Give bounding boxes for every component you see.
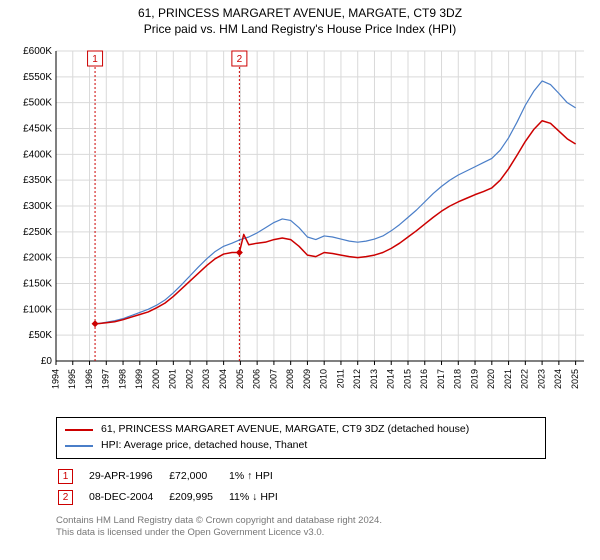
svg-text:2011: 2011 [335,369,345,388]
line-chart-svg: £0 £50K £100K £150K £200K £250K £300K £350K £400… [10,41,590,411]
svg-text:1997: 1997 [101,369,111,389]
legend-box: 61, PRINCESS MARGARET AVENUE, MARGATE, C… [56,417,546,459]
svg-text:£0: £0 [41,356,53,367]
transaction-date: 08-DEC-2004 [89,488,167,507]
svg-text:1996: 1996 [84,369,94,389]
svg-text:2003: 2003 [201,369,211,389]
svg-text:2007: 2007 [268,369,278,389]
svg-text:2005: 2005 [235,369,245,389]
svg-text:2006: 2006 [252,369,262,389]
footer-line-1: Contains HM Land Registry data © Crown c… [56,515,590,527]
transaction-row: 1 29-APR-1996£72,0001% ↑ HPI [58,467,292,486]
svg-text:2004: 2004 [218,369,228,389]
svg-text:1994: 1994 [50,369,60,389]
legend-row: HPI: Average price, detached house, Than… [65,438,537,454]
title-line-2: Price paid vs. HM Land Registry's House … [10,22,590,38]
svg-text:2025: 2025 [570,369,580,389]
chart-container: 61, PRINCESS MARGARET AVENUE, MARGATE, C… [0,0,600,543]
svg-text:£600K: £600K [23,46,52,57]
svg-text:£200K: £200K [23,253,52,264]
chart-area: £0 £50K £100K £150K £200K £250K £300K £350K £400… [10,41,590,411]
svg-text:2022: 2022 [520,369,530,389]
transaction-marker: 2 [58,490,73,505]
svg-text:£50K: £50K [29,330,53,341]
svg-text:2010: 2010 [319,369,329,389]
transaction-price: £72,000 [169,467,227,486]
svg-text:2008: 2008 [285,369,295,389]
svg-text:2013: 2013 [369,369,379,389]
transaction-row: 2 08-DEC-2004£209,99511% ↓ HPI [58,488,292,507]
svg-text:£350K: £350K [23,175,52,186]
transaction-price: £209,995 [169,488,227,507]
svg-text:£450K: £450K [23,124,52,135]
svg-text:2: 2 [237,54,243,65]
svg-text:2020: 2020 [486,369,496,389]
transaction-delta: 1% ↑ HPI [229,467,292,486]
svg-text:1995: 1995 [67,369,77,389]
legend-row: 61, PRINCESS MARGARET AVENUE, MARGATE, C… [65,422,537,438]
svg-text:1: 1 [92,54,98,65]
svg-text:2001: 2001 [168,369,178,389]
footer-attribution: Contains HM Land Registry data © Crown c… [56,515,590,540]
svg-text:2009: 2009 [302,369,312,389]
svg-text:2018: 2018 [453,369,463,389]
svg-text:£400K: £400K [23,150,52,161]
svg-text:2015: 2015 [402,369,412,389]
legend-label: 61, PRINCESS MARGARET AVENUE, MARGATE, C… [101,422,469,438]
svg-text:£300K: £300K [23,201,52,212]
footer-line-2: This data is licensed under the Open Gov… [56,527,590,539]
svg-text:2024: 2024 [553,369,563,389]
transaction-marker: 1 [58,469,73,484]
title-line-1: 61, PRINCESS MARGARET AVENUE, MARGATE, C… [10,6,590,22]
transactions-table: 1 29-APR-1996£72,0001% ↑ HPI 2 08-DEC-2004£… [56,465,294,509]
svg-text:£500K: £500K [23,98,52,109]
legend-swatch [65,429,93,431]
svg-text:£250K: £250K [23,227,52,238]
svg-text:2019: 2019 [469,369,479,389]
svg-text:2016: 2016 [419,369,429,389]
svg-text:2000: 2000 [151,369,161,389]
legend-label: HPI: Average price, detached house, Than… [101,438,307,454]
svg-text:2023: 2023 [536,369,546,389]
svg-text:£100K: £100K [23,305,52,316]
legend-swatch [65,445,93,447]
svg-text:2014: 2014 [386,369,396,389]
svg-text:2017: 2017 [436,369,446,389]
svg-text:£150K: £150K [23,279,52,290]
svg-text:2012: 2012 [352,369,362,389]
transaction-date: 29-APR-1996 [89,467,167,486]
svg-text:£550K: £550K [23,72,52,83]
transaction-delta: 11% ↓ HPI [229,488,292,507]
svg-text:2021: 2021 [503,369,513,389]
svg-text:1998: 1998 [117,369,127,389]
svg-text:2002: 2002 [184,369,194,389]
svg-text:1999: 1999 [134,369,144,389]
